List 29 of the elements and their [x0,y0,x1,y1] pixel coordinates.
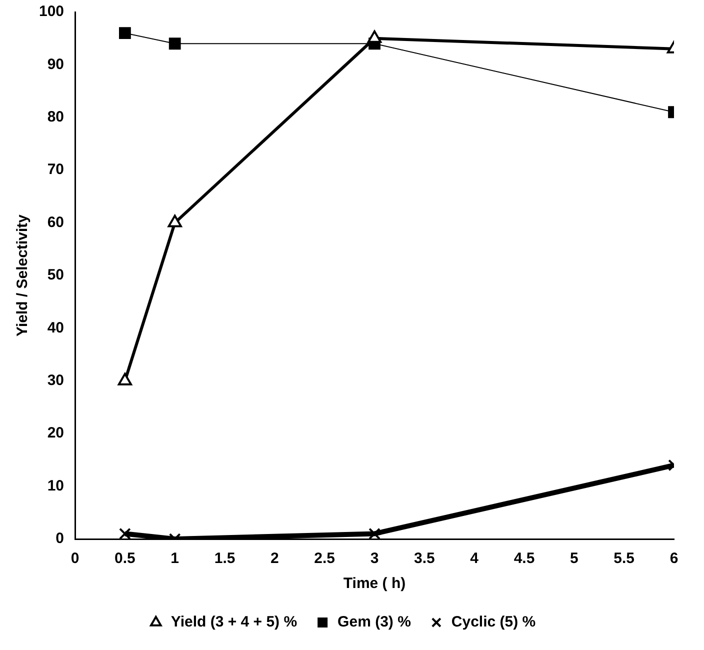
y-tick-label: 40 [47,319,64,336]
legend-label: Yield (3 + 4 + 5) % [170,614,298,631]
y-tick-label: 0 [56,530,64,548]
y-axis-title: Yield / Selectivity [14,214,32,336]
x-tick-label: 1.5 [214,550,236,568]
x-tick-label: 4 [470,550,480,568]
x-tick-label: 0.5 [114,550,136,568]
x-tick-label: 4.5 [514,550,535,568]
x-tick-label: 6 [670,550,678,568]
x-axis-title: Time ( h) [343,575,406,592]
x-tick-label: 1 [170,550,180,568]
x-tick-label: 5 [570,550,578,568]
y-tick-label: 90 [47,56,64,73]
x-tick-label: 2 [270,550,279,568]
y-tick-label: 10 [47,477,64,494]
x-tick-label: 5.5 [614,550,635,568]
y-tick-label: 20 [47,424,64,442]
legend-label: Cyclic (5) % [451,614,536,631]
legend-label: Gem (3) % [338,614,411,631]
y-tick-label: 60 [47,214,64,231]
x-tick-label: 2.5 [314,550,336,568]
y-tick-label: 80 [47,108,64,126]
y-tick-label: 30 [47,372,64,390]
x-tick-label: 0 [70,550,80,568]
y-tick-label: 100 [38,3,64,20]
x-tick-label: 3 [370,550,379,568]
y-tick-label: 50 [47,266,64,284]
x-tick-label: 3.5 [414,550,435,568]
y-tick-label: 70 [47,161,64,178]
